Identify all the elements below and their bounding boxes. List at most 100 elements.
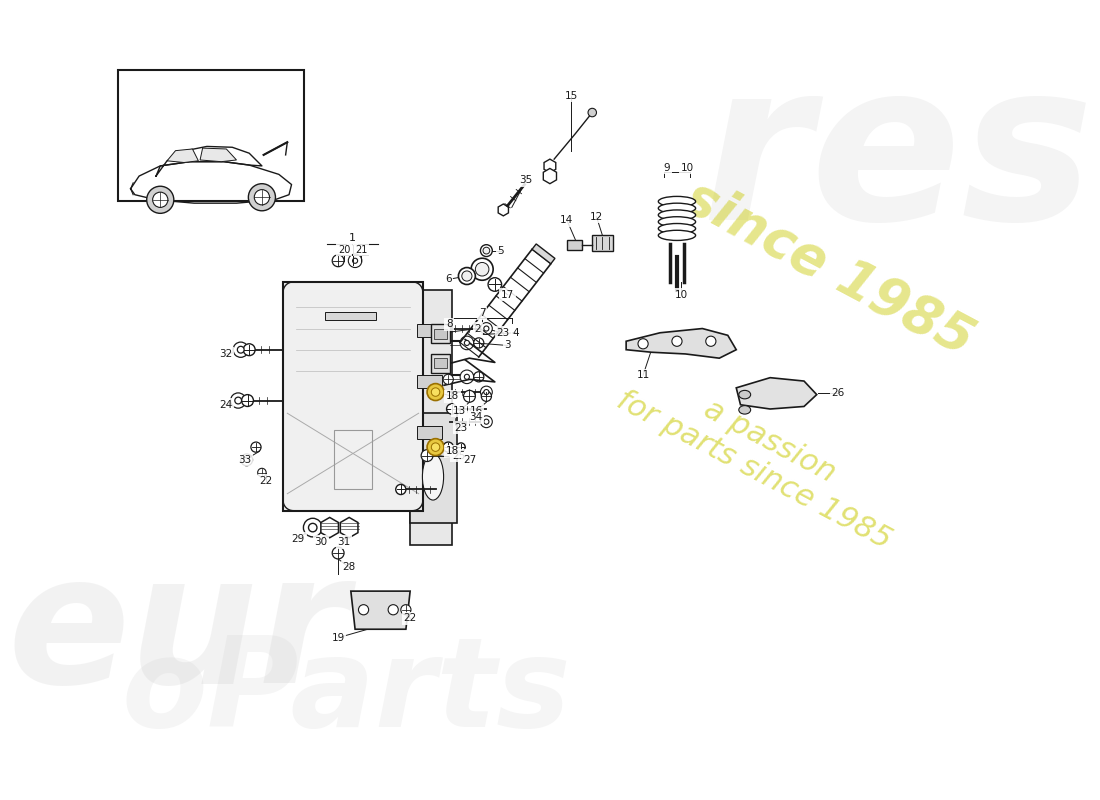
Circle shape: [231, 393, 245, 408]
Circle shape: [481, 322, 493, 334]
Ellipse shape: [739, 390, 750, 399]
Text: 18: 18: [446, 391, 459, 402]
Circle shape: [396, 484, 406, 494]
Polygon shape: [340, 518, 358, 538]
Circle shape: [481, 245, 493, 257]
Text: 3: 3: [504, 341, 510, 350]
Circle shape: [460, 336, 474, 350]
Circle shape: [421, 450, 433, 462]
Circle shape: [427, 383, 444, 401]
Circle shape: [238, 346, 244, 353]
Bar: [326, 311, 376, 320]
Circle shape: [388, 605, 398, 615]
Text: 5: 5: [497, 246, 504, 256]
Bar: [410, 290, 452, 545]
Text: 22: 22: [404, 614, 417, 623]
Text: 32: 32: [219, 349, 232, 359]
Circle shape: [257, 468, 266, 477]
Polygon shape: [498, 204, 508, 216]
Circle shape: [443, 442, 453, 452]
Text: 7: 7: [478, 308, 485, 318]
Bar: [283, 282, 422, 510]
Circle shape: [243, 344, 255, 356]
Circle shape: [464, 374, 470, 379]
Text: 12: 12: [590, 212, 603, 222]
Text: 31: 31: [338, 537, 351, 547]
Text: 27: 27: [463, 455, 476, 465]
Circle shape: [484, 326, 488, 331]
Ellipse shape: [658, 217, 695, 227]
Circle shape: [474, 338, 484, 348]
Circle shape: [431, 443, 440, 451]
Circle shape: [153, 192, 168, 207]
Text: 16: 16: [470, 406, 483, 416]
Text: oParts: oParts: [122, 632, 571, 754]
Circle shape: [638, 338, 648, 349]
Ellipse shape: [658, 203, 695, 214]
Ellipse shape: [739, 406, 750, 414]
Circle shape: [474, 372, 484, 382]
Circle shape: [483, 247, 490, 254]
Text: 10: 10: [681, 162, 694, 173]
Circle shape: [456, 443, 465, 451]
Text: since 1985: since 1985: [676, 171, 982, 367]
Text: 14: 14: [560, 215, 573, 225]
Bar: [431, 354, 450, 373]
Circle shape: [443, 374, 453, 385]
Text: 18: 18: [446, 446, 459, 456]
Text: 20: 20: [338, 245, 350, 254]
Circle shape: [481, 416, 493, 428]
Text: 9: 9: [663, 162, 670, 173]
Circle shape: [254, 190, 270, 205]
Circle shape: [349, 254, 362, 267]
Circle shape: [234, 397, 242, 404]
Text: 33: 33: [239, 455, 252, 465]
Polygon shape: [351, 591, 410, 630]
Bar: [431, 324, 450, 343]
Circle shape: [359, 605, 369, 615]
Circle shape: [672, 336, 682, 346]
Ellipse shape: [658, 196, 695, 206]
Circle shape: [459, 267, 475, 285]
Bar: [433, 358, 448, 368]
Bar: [592, 235, 614, 250]
Text: 10: 10: [674, 290, 688, 300]
Polygon shape: [626, 329, 736, 358]
Text: 35: 35: [519, 175, 532, 186]
Text: eur: eur: [8, 546, 348, 722]
Text: 29: 29: [292, 534, 305, 544]
Text: 23: 23: [497, 328, 510, 338]
Circle shape: [460, 370, 474, 383]
Text: res: res: [701, 52, 1093, 266]
Polygon shape: [200, 148, 236, 162]
Text: 15: 15: [564, 90, 578, 101]
Text: 23: 23: [454, 422, 467, 433]
Bar: [417, 324, 442, 337]
Polygon shape: [167, 149, 198, 162]
Bar: [417, 426, 442, 438]
Text: 24: 24: [219, 400, 232, 410]
Circle shape: [241, 454, 253, 466]
Circle shape: [308, 523, 317, 532]
Bar: [566, 239, 582, 250]
Ellipse shape: [422, 454, 443, 500]
Text: 19: 19: [331, 633, 344, 642]
Circle shape: [249, 184, 275, 210]
Polygon shape: [736, 378, 816, 409]
Text: a passion
for parts since 1985: a passion for parts since 1985: [612, 356, 912, 555]
Circle shape: [481, 386, 493, 398]
Circle shape: [332, 547, 344, 559]
Circle shape: [427, 438, 444, 455]
Text: 25: 25: [452, 450, 465, 461]
Circle shape: [482, 391, 492, 402]
Circle shape: [447, 404, 456, 414]
Polygon shape: [532, 244, 556, 264]
Circle shape: [244, 458, 250, 462]
Circle shape: [233, 342, 249, 358]
Circle shape: [484, 390, 488, 394]
Polygon shape: [321, 518, 339, 538]
Text: 2: 2: [474, 323, 481, 334]
Circle shape: [462, 271, 472, 281]
Text: 28: 28: [342, 562, 355, 573]
Text: 11: 11: [637, 370, 650, 380]
